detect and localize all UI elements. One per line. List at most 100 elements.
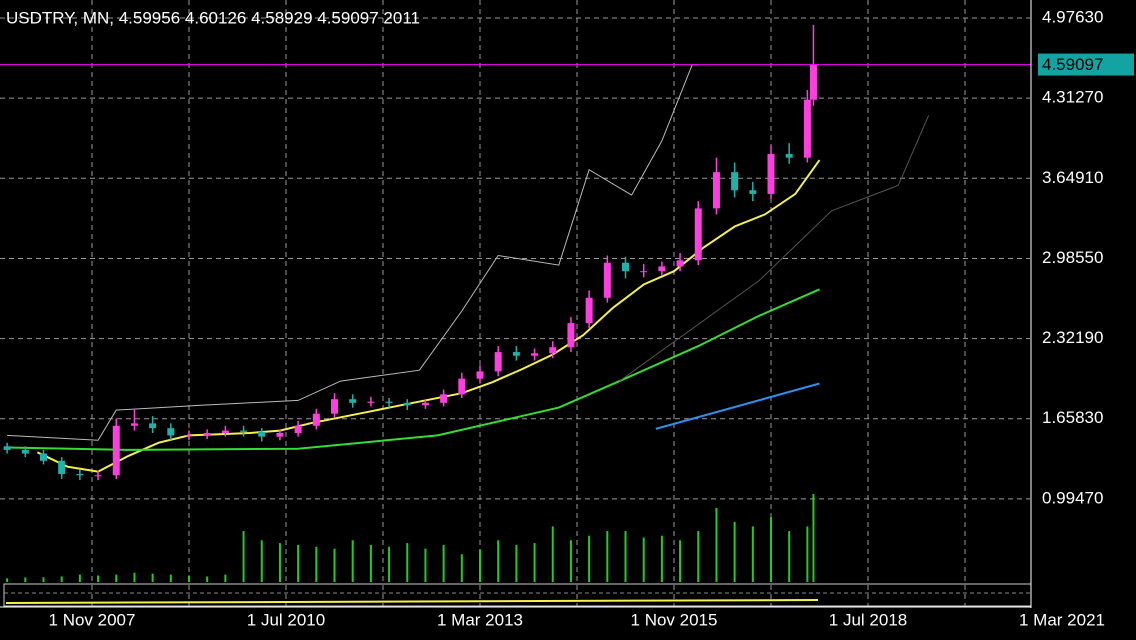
candle-body (258, 431, 266, 437)
volume-bar (278, 543, 281, 582)
volume-bar (715, 507, 718, 582)
candles (3, 24, 817, 481)
x-tick-label: 1 Mar 2021 (1019, 610, 1105, 629)
volume-bar (588, 535, 591, 582)
grid (0, 0, 1030, 607)
y-tick-label: 1.65830 (1042, 408, 1103, 427)
candle-body (712, 172, 720, 209)
volume-bar (24, 577, 27, 582)
volume-bar (369, 544, 372, 582)
volume-bar (770, 517, 773, 582)
candle-body (494, 352, 502, 372)
x-tick-label: 1 Jul 2010 (247, 610, 325, 629)
candle-body (476, 371, 484, 379)
candle-body (512, 352, 520, 356)
candle-body (185, 435, 193, 437)
candle-body (458, 378, 466, 395)
volume-bar (479, 549, 482, 582)
volume-bar (315, 546, 318, 582)
volume-bar (133, 572, 136, 582)
candle-body (331, 399, 339, 414)
volume-bar (297, 544, 300, 582)
volume-bar (206, 576, 209, 582)
candle-body (3, 446, 11, 450)
candle-body (385, 401, 393, 403)
candle-body (58, 460, 66, 475)
candle-body (803, 99, 811, 158)
candle-body (39, 453, 47, 461)
volume-bar (406, 543, 409, 582)
overlay: 4.59097 (0, 53, 1134, 76)
y-tick-label: 4.31270 (1042, 88, 1103, 107)
ma-line (619, 115, 930, 382)
candle-body (658, 266, 666, 272)
volume-bar (333, 548, 336, 582)
candle-body (749, 190, 757, 194)
candle-body (349, 399, 357, 403)
x-tick-label: 1 Nov 2015 (631, 610, 718, 629)
ma-line (655, 382, 820, 430)
candle-body (603, 262, 611, 298)
ma-line (7, 288, 820, 451)
candle-body (585, 297, 593, 324)
volume-bar (497, 540, 500, 582)
candle-body (676, 260, 684, 267)
current-price-box (1038, 53, 1134, 76)
volume-bar (151, 573, 154, 582)
candle-body (694, 208, 702, 261)
volume-bar (351, 540, 354, 582)
volume-bar (115, 574, 118, 582)
volume-bar (388, 546, 391, 582)
volume-bar (788, 531, 791, 582)
volume-bar (812, 494, 815, 582)
candle-body (240, 430, 248, 432)
candle-body (440, 394, 448, 403)
y-tick-label: 0.99470 (1042, 488, 1103, 507)
volume-bar (515, 544, 518, 582)
candle-body (312, 413, 320, 426)
volume-bar (551, 526, 554, 582)
y-tick-label: 3.64910 (1042, 168, 1103, 187)
volume-bar (42, 577, 45, 582)
candle-body (276, 433, 284, 437)
volume-bar (533, 543, 536, 582)
volume-bar (78, 574, 81, 582)
volume-bar (424, 548, 427, 582)
candle-body (531, 353, 539, 356)
volume-bar (751, 526, 754, 582)
x-tick-label: 1 Nov 2007 (49, 610, 136, 629)
volume (6, 494, 815, 582)
y-tick-label: 2.32190 (1042, 328, 1103, 347)
candle-body (403, 402, 411, 406)
candle-body (149, 423, 157, 429)
candle-body (21, 449, 29, 454)
volume-bar (679, 540, 682, 582)
volume-bar (169, 574, 172, 582)
candle-body (294, 425, 302, 434)
indicator-line (5, 599, 819, 604)
candle-body (203, 433, 211, 436)
current-price-label: 4.59097 (1042, 55, 1103, 74)
candle-body (167, 428, 175, 436)
candle-body (76, 474, 84, 476)
volume-bar (733, 521, 736, 582)
volume-bar (97, 575, 100, 582)
volume-bar (606, 531, 609, 582)
volume-bar (6, 578, 9, 582)
candle-body (622, 262, 630, 272)
candle-body (731, 172, 739, 191)
volume-bar (188, 575, 191, 582)
y-tick-label: 4.97630 (1042, 8, 1103, 27)
candle-body (809, 64, 817, 100)
candle-body (221, 430, 229, 434)
ma-line (7, 64, 699, 441)
candle-body (94, 475, 102, 477)
volume-bar (642, 537, 645, 582)
volume-bar (242, 531, 245, 582)
volume-bar (442, 544, 445, 582)
volume-bar (806, 526, 809, 582)
volume-bar (569, 540, 572, 582)
volume-bar (697, 531, 700, 582)
